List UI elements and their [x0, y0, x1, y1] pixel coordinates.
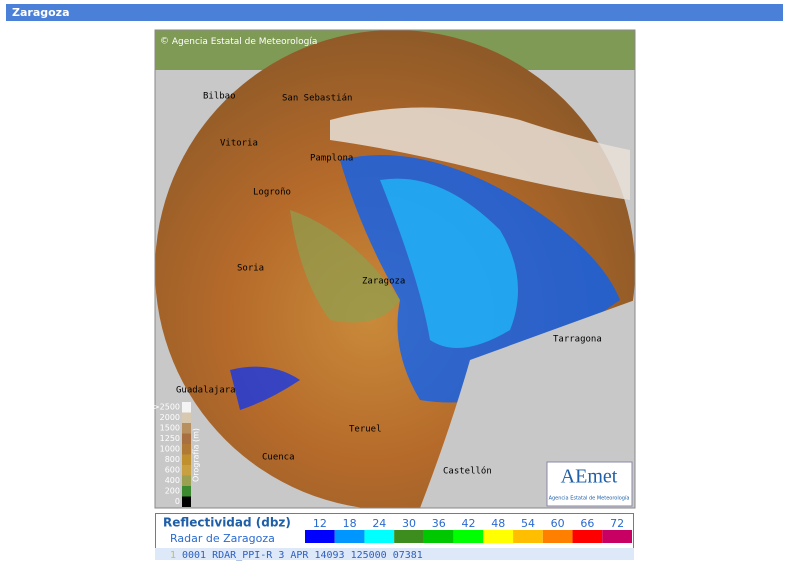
- status-text: 0001 RDAR_PPI-R 3 APR 14093 125000 07381: [182, 550, 423, 561]
- orography-label: 400: [165, 476, 180, 485]
- orography-swatch: [182, 402, 191, 413]
- orography-label: 0: [175, 497, 180, 506]
- copyright-text: Agencia Estatal de Meteorología: [172, 37, 318, 47]
- orography-label: 200: [165, 487, 180, 496]
- scale-label: 36: [432, 517, 446, 530]
- orography-label: 1250: [160, 434, 180, 443]
- map-frame: [154, 29, 636, 509]
- copyright: © Agencia Estatal de Meteorología: [160, 37, 317, 47]
- orography-label: >2500: [153, 403, 180, 412]
- city-label: Soria: [237, 264, 264, 274]
- status-strip: [155, 548, 634, 560]
- city-label: San Sebastián: [282, 94, 352, 104]
- scale-swatch: [513, 530, 543, 543]
- city-label: Cuenca: [262, 453, 295, 463]
- scale-label: 12: [313, 517, 327, 530]
- orography-label: 1500: [160, 424, 180, 433]
- scale-label: 66: [580, 517, 594, 530]
- orography-label: 1000: [160, 445, 180, 454]
- scale-label: 60: [551, 517, 565, 530]
- scale-swatch: [364, 530, 395, 543]
- scale-swatch: [483, 530, 514, 543]
- orography-title: Orografía (m): [192, 428, 201, 482]
- scale-swatch: [602, 530, 632, 543]
- logo-subtitle: Agencia Estatal de Meteorología: [549, 495, 630, 502]
- reflectivity-scale: 12 18 24 30 36 42 48 54 60 66 72: [305, 517, 632, 543]
- orography-swatch: [182, 444, 191, 455]
- city-label: Bilbao: [203, 92, 236, 102]
- scale-swatch: [453, 530, 484, 543]
- city-label: Zaragoza: [362, 277, 405, 287]
- city-label: Vitoria: [220, 139, 258, 149]
- orography-legend: Orografía (m) >2500200015001250100080060…: [153, 402, 201, 507]
- orography-swatch: [182, 496, 191, 507]
- scale-swatch: [334, 530, 365, 543]
- orography-label: 800: [165, 455, 180, 464]
- scale-swatch: [305, 530, 335, 543]
- orography-swatch: [182, 423, 191, 434]
- scale-label: 48: [491, 517, 505, 530]
- orography-label: 2000: [160, 413, 180, 422]
- city-label: Teruel: [349, 425, 382, 435]
- orography-swatch: [182, 433, 191, 444]
- logo-name: AEmet: [561, 466, 618, 488]
- scale-label: 24: [372, 517, 386, 530]
- scale-swatch: [572, 530, 603, 543]
- scale-label: 42: [462, 517, 476, 530]
- city-label: Tarragona: [553, 335, 602, 345]
- scale-label: 54: [521, 517, 535, 530]
- city-label: Castellón: [443, 466, 492, 477]
- radar-map: © Agencia Estatal de Meteorología Bilbao…: [153, 29, 636, 509]
- scale-swatch: [394, 530, 424, 543]
- scale-swatch: [423, 530, 454, 543]
- scale-label: 18: [343, 517, 357, 530]
- orography-swatch: [182, 412, 191, 423]
- city-label: Guadalajara: [176, 386, 236, 396]
- orography-label: 600: [165, 466, 180, 475]
- legend-subtitle: Radar de Zaragoza: [170, 532, 275, 545]
- orography-swatch: [182, 454, 191, 465]
- legend-title: Reflectividad (dbz): [163, 516, 291, 530]
- orography-swatch: [182, 475, 191, 486]
- logo: [546, 461, 633, 507]
- scale-label: 30: [402, 517, 416, 530]
- header-title: Zaragoza: [12, 6, 70, 19]
- city-label: Logroño: [253, 188, 291, 198]
- header-bar: [6, 4, 783, 21]
- scale-swatch: [542, 530, 573, 543]
- scale-label: 72: [610, 517, 624, 530]
- city-label: Pamplona: [310, 154, 353, 164]
- status-index: 1: [170, 550, 176, 561]
- orography-swatch: [182, 465, 191, 476]
- orography-swatch: [182, 486, 191, 497]
